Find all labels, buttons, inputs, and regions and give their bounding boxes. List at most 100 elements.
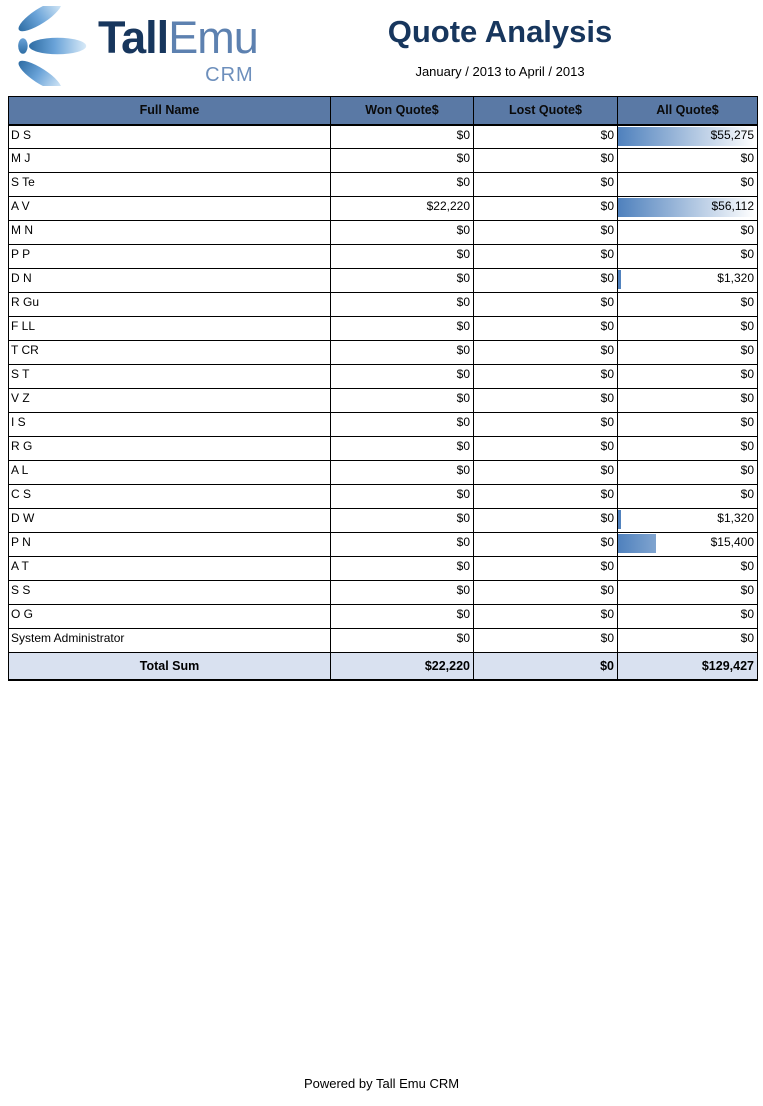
all-quote-value: $0 <box>740 151 754 165</box>
full-name-cell: S S <box>8 580 331 605</box>
lost-quote-cell: $0 <box>473 268 618 293</box>
lost-quote-cell: $0 <box>473 460 618 485</box>
full-name-cell: C S <box>8 484 331 509</box>
all-quote-cell: $0 <box>617 628 758 653</box>
table-row: A T $0 $0 $0 <box>8 556 758 581</box>
full-name-cell: A V <box>8 196 331 221</box>
all-quote-value: $15,400 <box>710 535 754 549</box>
full-name-cell: P P <box>8 244 331 269</box>
won-quote-cell: $0 <box>330 436 474 461</box>
powered-by-footer: Powered by Tall Emu CRM <box>303 1076 460 1091</box>
all-quote-value: $0 <box>740 607 754 621</box>
won-quote-cell: $0 <box>330 484 474 509</box>
lost-quote-cell: $0 <box>473 244 618 269</box>
brand-wordmark: TallEmu CRM <box>98 12 259 87</box>
all-quote-bar <box>618 198 757 217</box>
full-name-cell: D S <box>8 124 331 149</box>
all-quote-value: $0 <box>740 223 754 237</box>
won-quote-cell: $0 <box>330 220 474 245</box>
brand-tall: Tall <box>98 12 169 63</box>
all-quote-value: $0 <box>740 175 754 189</box>
quote-analysis-table: Full Name Won Quote$ Lost Quote$ All Quo… <box>8 96 758 681</box>
won-quote-cell: $0 <box>330 412 474 437</box>
won-quote-cell: $0 <box>330 580 474 605</box>
column-header-full-name: Full Name <box>8 96 331 126</box>
all-quote-cell: $0 <box>617 316 758 341</box>
all-quote-value: $0 <box>740 439 754 453</box>
lost-quote-cell: $0 <box>473 316 618 341</box>
won-quote-cell: $0 <box>330 148 474 173</box>
all-quote-cell: $56,112 <box>617 196 758 221</box>
won-quote-cell: $0 <box>330 172 474 197</box>
table-header-row: Full Name Won Quote$ Lost Quote$ All Quo… <box>8 96 758 126</box>
all-quote-bar <box>618 126 755 146</box>
total-sum-row: Total Sum $22,220 $0 $129,427 <box>8 652 758 681</box>
all-quote-cell: $0 <box>617 172 758 197</box>
total-won-value: $22,220 <box>330 652 474 681</box>
all-quote-cell: $0 <box>617 460 758 485</box>
total-sum-label: Total Sum <box>8 652 331 681</box>
won-quote-cell: $0 <box>330 628 474 653</box>
all-quote-bar <box>618 510 622 529</box>
all-quote-value: $0 <box>740 319 754 333</box>
all-quote-value: $0 <box>740 391 754 405</box>
full-name-cell: A L <box>8 460 331 485</box>
all-quote-value: $0 <box>740 559 754 573</box>
all-quote-cell: $0 <box>617 604 758 629</box>
lost-quote-cell: $0 <box>473 388 618 413</box>
all-quote-value: $0 <box>740 367 754 381</box>
full-name-cell: System Administrator <box>8 628 331 653</box>
lost-quote-cell: $0 <box>473 124 618 149</box>
all-quote-cell: $0 <box>617 148 758 173</box>
won-quote-cell: $0 <box>330 460 474 485</box>
won-quote-cell: $0 <box>330 604 474 629</box>
report-header: Quote Analysis January / 2013 to April /… <box>250 14 750 79</box>
won-quote-cell: $0 <box>330 508 474 533</box>
all-quote-cell: $0 <box>617 292 758 317</box>
full-name-cell: O G <box>8 604 331 629</box>
table-row: D N $0 $0 $1,320 <box>8 268 758 293</box>
full-name-cell: S Te <box>8 172 331 197</box>
table-row: T CR $0 $0 $0 <box>8 340 758 365</box>
won-quote-cell: $0 <box>330 388 474 413</box>
won-quote-cell: $0 <box>330 340 474 365</box>
column-header-all-quote: All Quote$ <box>617 96 758 126</box>
all-quote-cell: $0 <box>617 556 758 581</box>
full-name-cell: S T <box>8 364 331 389</box>
lost-quote-cell: $0 <box>473 196 618 221</box>
all-quote-bar <box>618 534 657 553</box>
all-quote-cell: $1,320 <box>617 268 758 293</box>
lost-quote-cell: $0 <box>473 292 618 317</box>
won-quote-cell: $0 <box>330 316 474 341</box>
won-quote-cell: $0 <box>330 364 474 389</box>
lost-quote-cell: $0 <box>473 580 618 605</box>
all-quote-value: $0 <box>740 415 754 429</box>
full-name-cell: A T <box>8 556 331 581</box>
all-quote-value: $0 <box>740 343 754 357</box>
column-header-won-quote: Won Quote$ <box>330 96 474 126</box>
brand-crm: CRM <box>205 64 254 86</box>
table-row: S S $0 $0 $0 <box>8 580 758 605</box>
full-name-cell: F LL <box>8 316 331 341</box>
all-quote-cell: $0 <box>617 580 758 605</box>
all-quote-bar <box>618 270 622 289</box>
emu-bird-icon <box>18 6 87 86</box>
all-quote-cell: $15,400 <box>617 532 758 557</box>
table-row: C S $0 $0 $0 <box>8 484 758 509</box>
lost-quote-cell: $0 <box>473 340 618 365</box>
lost-quote-cell: $0 <box>473 220 618 245</box>
lost-quote-cell: $0 <box>473 436 618 461</box>
full-name-cell: T CR <box>8 340 331 365</box>
won-quote-cell: $0 <box>330 244 474 269</box>
lost-quote-cell: $0 <box>473 628 618 653</box>
won-quote-cell: $0 <box>330 268 474 293</box>
full-name-cell: R G <box>8 436 331 461</box>
all-quote-cell: $1,320 <box>617 508 758 533</box>
all-quote-cell: $0 <box>617 436 758 461</box>
page-title: Quote Analysis <box>387 14 613 49</box>
all-quote-cell: $0 <box>617 364 758 389</box>
all-quote-value: $1,320 <box>717 511 754 525</box>
full-name-cell: M J <box>8 148 331 173</box>
won-quote-cell: $0 <box>330 556 474 581</box>
brand-emu: Emu <box>168 12 259 63</box>
